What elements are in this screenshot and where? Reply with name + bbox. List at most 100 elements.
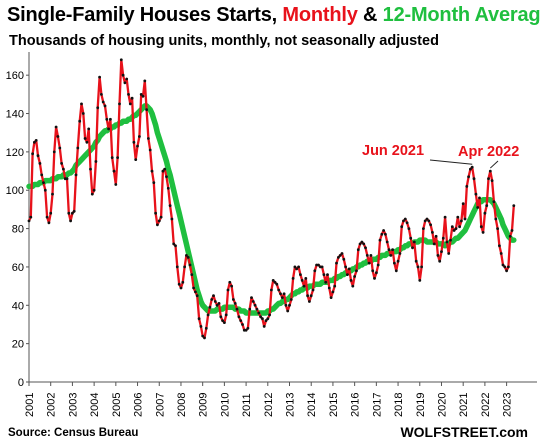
monthly-point bbox=[445, 240, 449, 244]
monthly-point bbox=[262, 325, 266, 328]
x-tick-label: 2003 bbox=[67, 393, 79, 417]
monthly-point bbox=[304, 277, 308, 280]
monthly-point bbox=[280, 296, 284, 299]
monthly-point bbox=[463, 217, 467, 221]
annotation-layer: Jun 2021 Apr 2022 bbox=[362, 143, 519, 169]
x-tick-label: 2015 bbox=[328, 393, 340, 417]
monthly-point bbox=[232, 298, 235, 301]
monthly-point bbox=[465, 185, 469, 188]
monthly-point bbox=[479, 225, 483, 229]
monthly-point bbox=[78, 119, 82, 123]
monthly-point bbox=[512, 204, 516, 208]
monthly-point bbox=[360, 240, 364, 244]
axes: 0 20 40 60 80 100 120 140 160 2001 2002 2003 2004 200… bbox=[6, 52, 537, 417]
monthly-point bbox=[501, 263, 505, 267]
monthly-point bbox=[436, 254, 440, 257]
monthly-point bbox=[376, 263, 380, 267]
x-tick-label: 2008 bbox=[176, 393, 188, 417]
monthly-point bbox=[69, 219, 72, 223]
monthly-point bbox=[244, 328, 248, 332]
x-tick-label: 2002 bbox=[46, 393, 58, 417]
monthly-point bbox=[308, 300, 311, 303]
monthly-point bbox=[289, 298, 293, 301]
monthly-point bbox=[460, 219, 463, 223]
monthly-point bbox=[230, 284, 234, 288]
monthly-point bbox=[188, 263, 192, 267]
monthly-point bbox=[400, 225, 404, 229]
monthly-point bbox=[342, 257, 346, 261]
monthly-point bbox=[407, 227, 411, 231]
monthly-point bbox=[253, 303, 257, 307]
monthly-point bbox=[195, 294, 199, 298]
monthly-point bbox=[264, 319, 268, 322]
monthly-point bbox=[261, 317, 264, 321]
monthly-point bbox=[286, 309, 290, 313]
monthly-point bbox=[380, 232, 384, 236]
monthly-point bbox=[411, 246, 414, 250]
y-tick-label: 60 bbox=[12, 262, 24, 274]
monthly-point bbox=[213, 300, 217, 303]
monthly-point bbox=[239, 319, 243, 322]
monthly-point bbox=[356, 248, 360, 252]
monthly-point bbox=[54, 125, 58, 129]
monthly-point bbox=[452, 229, 456, 232]
monthly-point bbox=[326, 273, 329, 276]
monthly-point bbox=[141, 94, 145, 98]
monthly-point bbox=[62, 167, 65, 171]
monthly-point bbox=[152, 181, 156, 185]
monthly-point bbox=[364, 246, 367, 250]
x-tick-label: 2017 bbox=[371, 393, 383, 417]
monthly-point bbox=[488, 169, 492, 173]
monthly-point bbox=[434, 234, 438, 238]
monthly-point bbox=[175, 265, 179, 269]
x-tick-label: 2016 bbox=[350, 393, 362, 417]
monthly-point bbox=[393, 261, 396, 265]
x-tick-label: 2013 bbox=[285, 393, 297, 417]
monthly-point bbox=[299, 273, 302, 276]
monthly-point bbox=[72, 209, 76, 213]
monthly-point bbox=[107, 127, 110, 131]
x-tick-label: 2010 bbox=[219, 393, 231, 417]
monthly-point bbox=[402, 219, 405, 223]
monthly-point bbox=[335, 261, 338, 265]
monthly-point bbox=[228, 280, 232, 284]
monthly-point bbox=[447, 252, 451, 255]
monthly-point bbox=[478, 196, 481, 200]
monthly-point bbox=[194, 290, 197, 294]
monthly-point bbox=[476, 206, 480, 209]
monthly-point bbox=[119, 58, 123, 62]
monthly-point bbox=[375, 271, 378, 275]
monthly-point bbox=[170, 217, 174, 221]
monthly-point bbox=[94, 160, 98, 163]
monthly-point bbox=[27, 219, 31, 223]
monthly-point bbox=[440, 250, 443, 254]
monthly-point bbox=[331, 290, 335, 294]
monthly-point bbox=[89, 167, 92, 171]
monthly-point bbox=[112, 169, 116, 173]
monthly-point bbox=[384, 232, 387, 236]
monthly-point bbox=[157, 219, 161, 223]
monthly-point bbox=[136, 144, 139, 148]
monthly-point bbox=[391, 248, 394, 252]
monthly-point bbox=[387, 248, 391, 252]
monthly-point bbox=[143, 79, 147, 83]
monthly-point bbox=[422, 227, 425, 231]
monthly-point bbox=[503, 265, 507, 269]
monthly-point bbox=[317, 263, 320, 267]
monthly-point bbox=[365, 254, 369, 257]
x-tick-label: 2011 bbox=[241, 393, 253, 417]
monthly-point bbox=[389, 254, 393, 257]
monthly-point bbox=[378, 238, 382, 242]
monthly-point bbox=[282, 292, 286, 296]
monthly-point bbox=[203, 336, 206, 340]
annotation-leader bbox=[489, 160, 499, 169]
monthly-point bbox=[284, 303, 288, 307]
monthly-point bbox=[138, 135, 141, 138]
monthly-point bbox=[429, 223, 432, 227]
monthly-point bbox=[206, 313, 210, 317]
monthly-point bbox=[277, 288, 281, 292]
monthly-point bbox=[197, 317, 201, 321]
monthly-point bbox=[235, 307, 239, 311]
monthly-point bbox=[125, 77, 129, 81]
monthly-point bbox=[338, 254, 342, 257]
